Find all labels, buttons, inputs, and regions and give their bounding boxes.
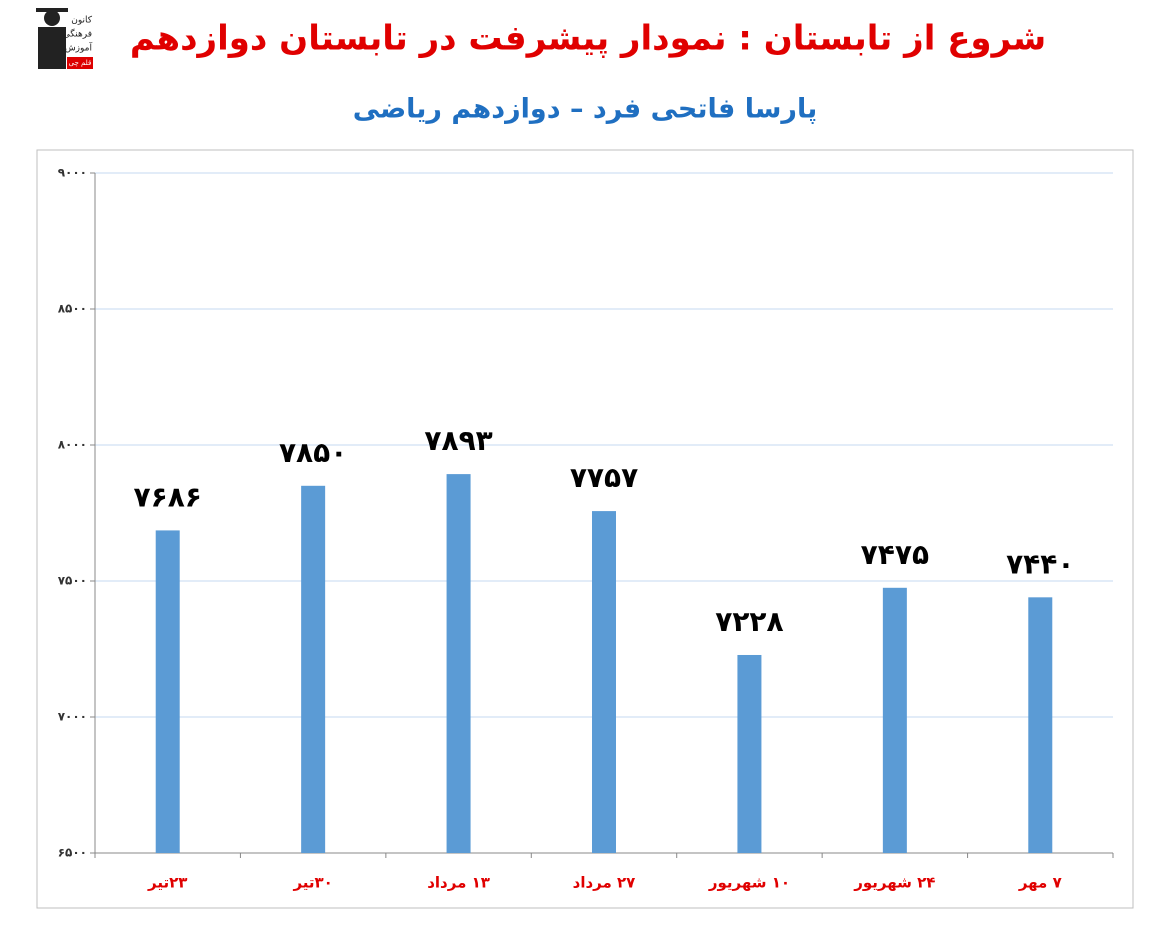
x-tick-label: ۲۳تیر	[147, 874, 187, 892]
chart-subtitle: پارسا فاتحی فرد – دوازدهم ریاضی	[353, 94, 817, 125]
value-label: ۷۲۲۸	[715, 605, 783, 638]
bar	[882, 587, 907, 853]
logo-cap	[36, 8, 68, 12]
logo-text: قلم چی	[69, 59, 92, 67]
x-tick-label: ۳۰تیر	[292, 874, 332, 892]
value-label: ۷۴۴۰	[1006, 547, 1074, 580]
bar	[737, 654, 762, 853]
y-tick-label: ۷۰۰۰	[58, 710, 87, 724]
x-tick-label: ۲۷ مرداد	[573, 874, 636, 892]
y-tick-label: ۸۵۰۰	[58, 302, 87, 316]
y-tick-label: ۸۰۰۰	[58, 438, 87, 452]
bar	[1028, 597, 1053, 853]
x-tick-label: ۷ مهر	[1018, 874, 1062, 892]
value-label: ۷۸۵۰	[279, 436, 347, 469]
y-tick-label: ۷۵۰۰	[58, 574, 87, 588]
bar	[446, 474, 471, 853]
chart-frame	[36, 149, 1134, 909]
logo-head	[44, 10, 60, 26]
y-tick-label: ۹۰۰۰	[58, 166, 87, 180]
logo-text: آموزش	[65, 42, 93, 54]
value-label: ۷۸۹۳	[424, 424, 492, 457]
logo-body	[38, 27, 66, 69]
chart-title: شروع از تابستان : نمودار پیشرفت در تابست…	[130, 19, 1046, 59]
logo-badge	[67, 57, 93, 69]
x-tick-label: ۱۰ شهریور	[708, 874, 790, 892]
value-label: ۷۷۵۷	[570, 461, 638, 494]
bar	[155, 530, 180, 853]
bar	[592, 511, 616, 853]
x-tick-label: ۱۳ مرداد	[427, 874, 490, 892]
value-label: ۷۴۷۵	[861, 538, 929, 571]
x-tick-label: ۲۴ شهریور	[853, 874, 935, 892]
logo-text: فرهنگی	[63, 28, 92, 40]
y-tick-label: ۶۵۰۰	[58, 846, 87, 860]
bar	[301, 485, 326, 853]
logo: کانون فرهنگی آموزش قلم چی	[36, 8, 93, 69]
value-label: ۷۶۸۶	[134, 480, 202, 513]
logo-text: کانون	[71, 16, 93, 26]
